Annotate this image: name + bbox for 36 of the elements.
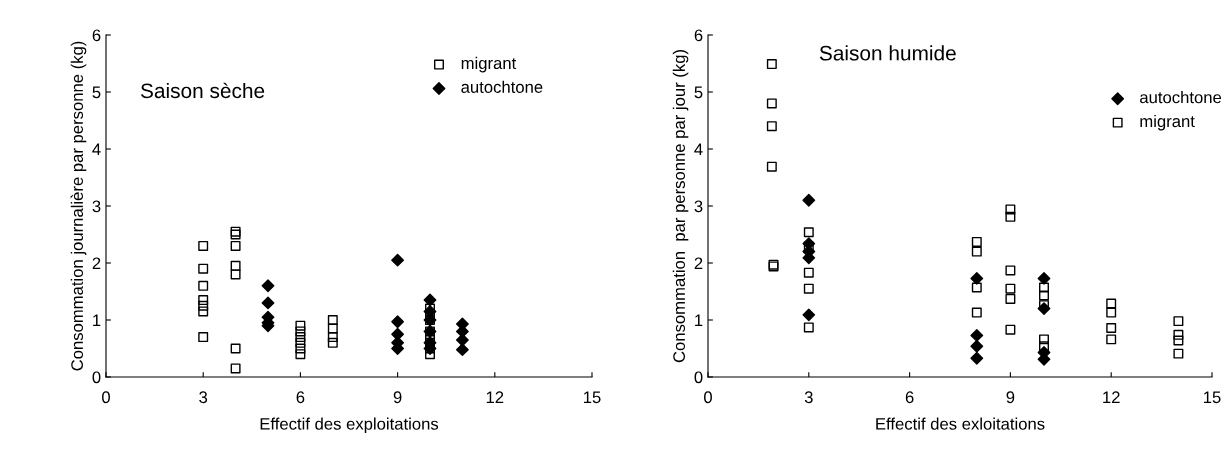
y-tick-label: 2 [92, 257, 101, 270]
x-tick-label: 0 [704, 391, 712, 404]
x-tick-label: 9 [393, 391, 402, 404]
legend-label: migrant [1140, 114, 1195, 131]
x-tick-label: 3 [199, 391, 208, 404]
x-tick-label: 15 [584, 391, 601, 404]
x-axis-title: Effectif des exploitations [260, 417, 439, 434]
x-tick-label: 6 [905, 391, 914, 404]
legend-label: autochtone [461, 80, 543, 93]
y-tick-label: 6 [92, 29, 101, 42]
y-tick-label: 3 [694, 200, 703, 213]
y-tick-label: 5 [92, 86, 101, 99]
y-tick-label: 3 [92, 200, 101, 213]
y-tick-label: 2 [694, 257, 703, 270]
y-axis-title: Consommation par personne par jour (kg) [672, 50, 689, 363]
y-tick-label: 1 [93, 314, 101, 327]
y-tick-label: 5 [694, 86, 703, 99]
y-tick-label: 0 [694, 371, 703, 384]
chart-title: Saison humide [819, 45, 956, 61]
x-tick-label: 15 [1204, 391, 1221, 404]
legend-label: migrant [461, 56, 517, 73]
y-tick-label: 6 [694, 29, 703, 42]
x-tick-label: 12 [486, 391, 504, 403]
x-axis-title: Effectif des exloitations [876, 417, 1045, 430]
y-tick-label: 4 [92, 143, 101, 156]
x-tick-label: 9 [1006, 391, 1015, 404]
y-tick-label: 4 [694, 143, 703, 156]
x-tick-label: 6 [296, 391, 305, 404]
x-tick-label: 3 [804, 391, 813, 404]
y-tick-label: 1 [695, 314, 703, 327]
y-tick-label: 0 [92, 371, 101, 384]
text: Saison sèche [140, 82, 265, 99]
x-tick-label: 12 [1103, 391, 1120, 403]
x-tick-label: 0 [102, 391, 110, 404]
legend-label: autochtone [1140, 91, 1222, 104]
y-axis-title: Consommation journalière par personne (kg) [70, 41, 87, 371]
